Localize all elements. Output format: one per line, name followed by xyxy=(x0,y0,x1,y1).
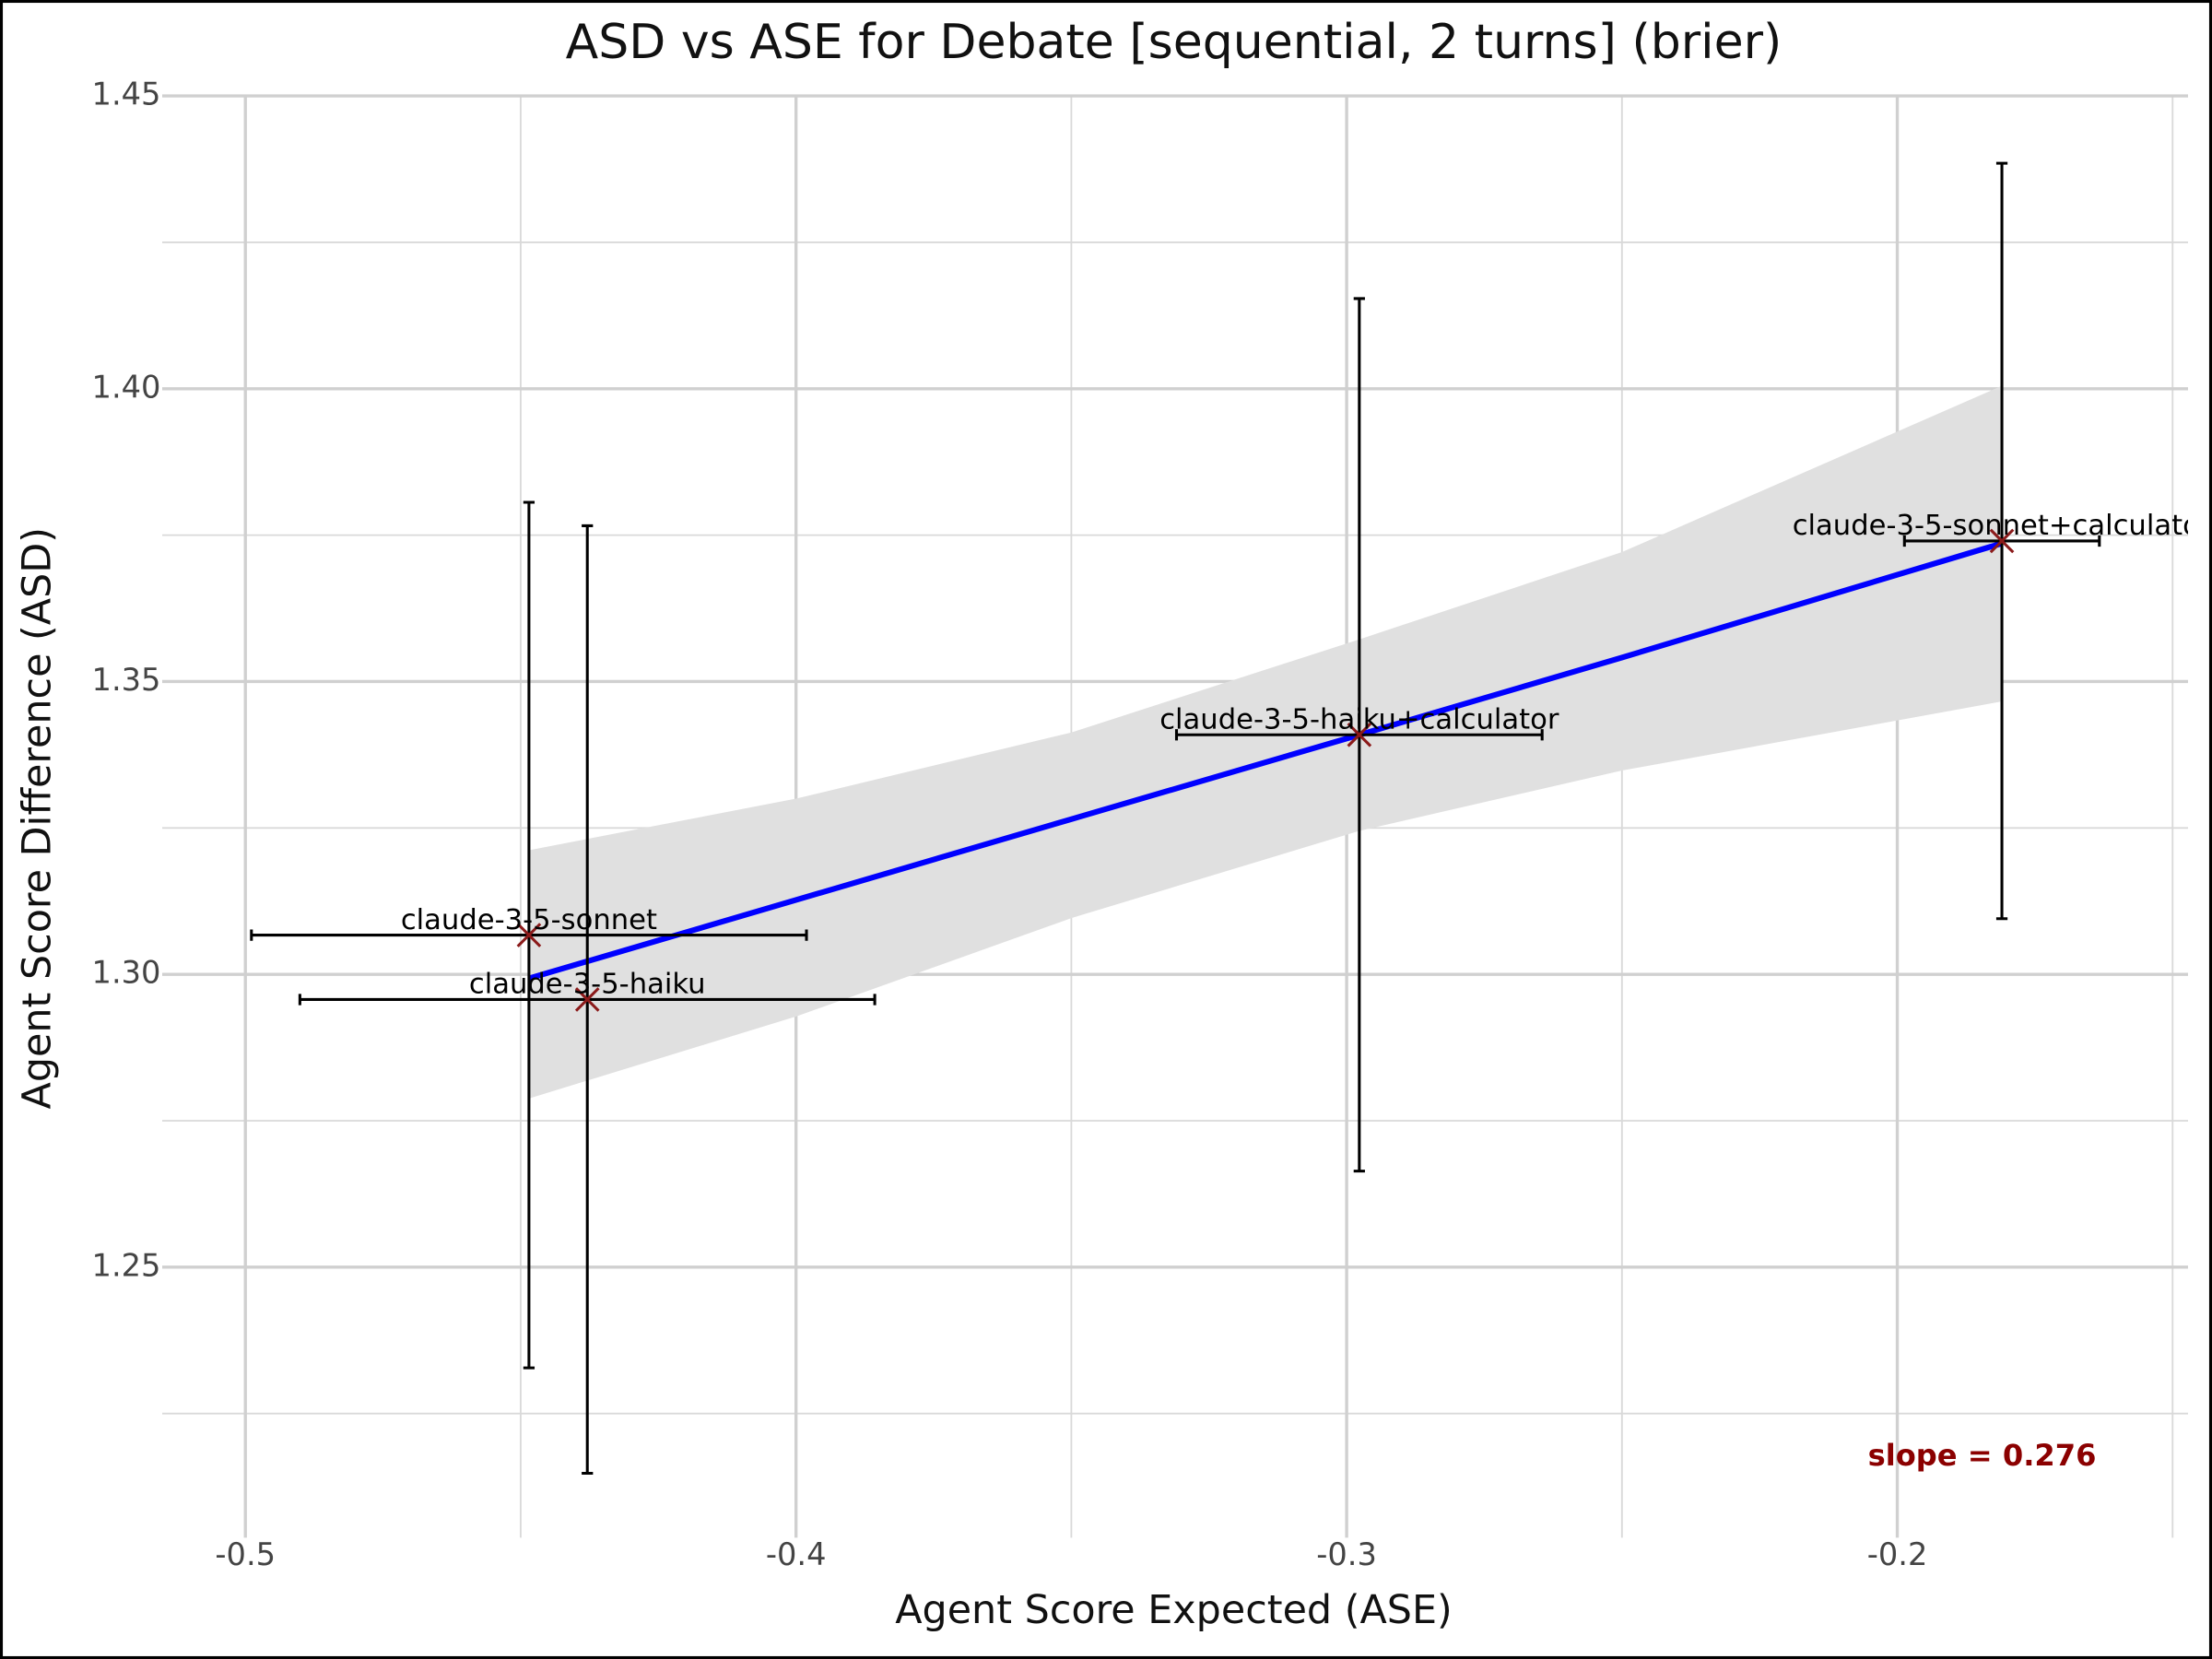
point-label: claude-3-5-haiku xyxy=(469,969,706,1001)
y-tick-label: 1.30 xyxy=(92,955,161,991)
y-tick-label: 1.25 xyxy=(92,1247,161,1283)
y-axis-label: Agent Score Difference (ASD) xyxy=(14,527,60,1109)
y-tick-label: 1.40 xyxy=(92,369,161,405)
x-tick-label: -0.2 xyxy=(1867,1536,1928,1572)
point-marker xyxy=(1347,722,1372,747)
point-marker xyxy=(1989,528,2015,554)
y-tick-label: 1.45 xyxy=(92,76,161,112)
point-label: claude-3-5-haiku+calculator xyxy=(1159,703,1559,735)
confidence-band xyxy=(528,385,2003,1099)
x-tick-label: -0.3 xyxy=(1316,1536,1377,1572)
slope-annotation: slope = 0.276 xyxy=(1868,1438,2097,1473)
grid: -0.5 -0.4 -0.3 -0.2 1.25 1.30 1.35 1.40 1.45 xyxy=(92,76,2188,1572)
point-label: claude-3-5-sonnet+calculator xyxy=(1793,510,2212,542)
point-marker xyxy=(516,923,542,947)
point-marker xyxy=(574,987,600,1012)
point-label: claude-3-5-sonnet xyxy=(401,904,657,936)
y-tick-label: 1.35 xyxy=(92,662,161,698)
x-tick-label: -0.4 xyxy=(766,1536,827,1572)
chart-title: ASD vs ASE for Debate [sequential, 2 tur… xyxy=(566,15,1783,70)
x-tick-label: -0.5 xyxy=(215,1536,276,1572)
plot-area: claude-3-5-sonnet claude-3-5-haiku claude-… xyxy=(250,161,2212,1476)
x-axis-label: Agent Score Expected (ASE) xyxy=(895,1587,1453,1633)
fit-line xyxy=(528,540,2003,982)
